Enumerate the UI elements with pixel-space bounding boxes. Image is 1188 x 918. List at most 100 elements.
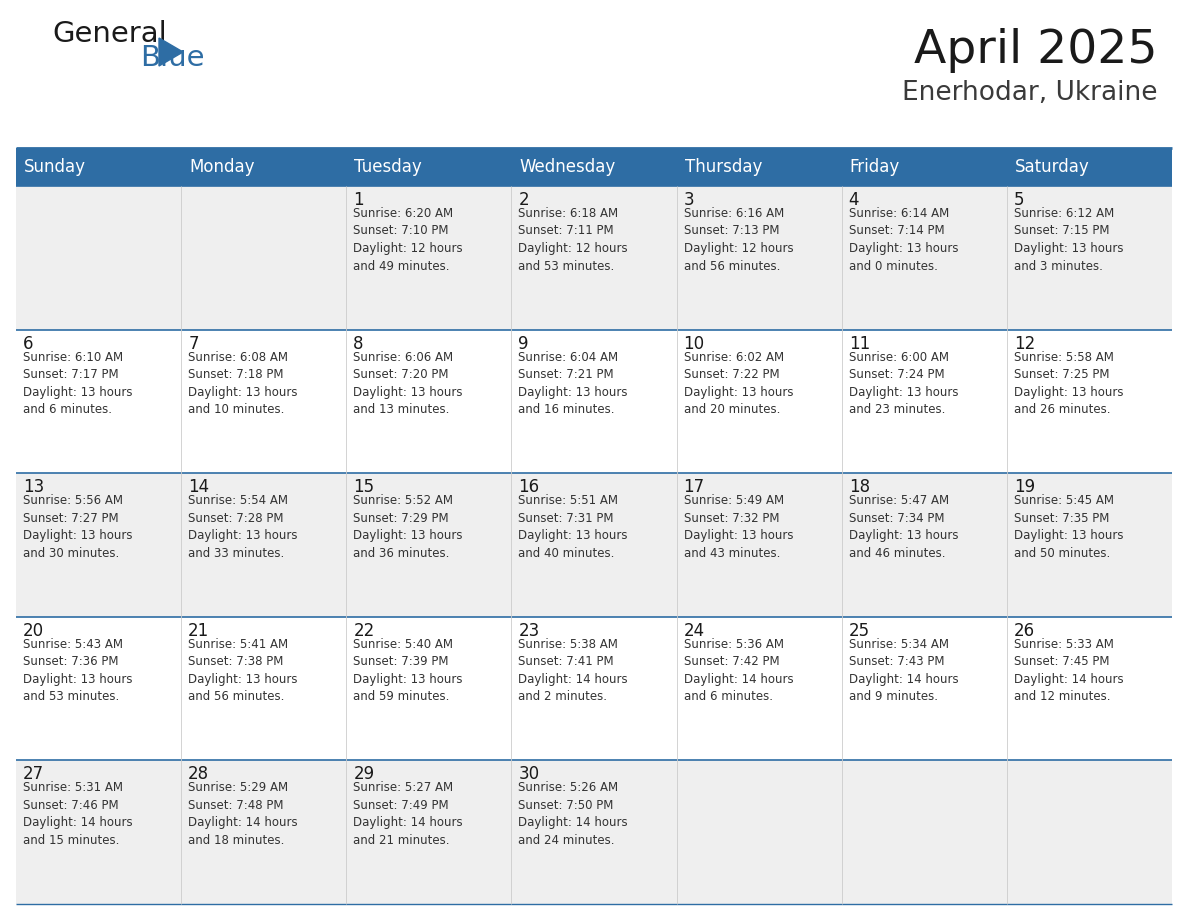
Text: 18: 18 bbox=[848, 478, 870, 497]
Bar bbox=[15, 330, 181, 473]
Text: Thursday: Thursday bbox=[684, 158, 762, 176]
Text: Enerhodar, Ukraine: Enerhodar, Ukraine bbox=[903, 80, 1158, 106]
Text: Sunrise: 5:36 AM
Sunset: 7:42 PM
Daylight: 14 hours
and 6 minutes.: Sunrise: 5:36 AM Sunset: 7:42 PM Dayligh… bbox=[683, 638, 794, 703]
Text: Monday: Monday bbox=[189, 158, 254, 176]
Text: Blue: Blue bbox=[140, 44, 204, 72]
Bar bbox=[346, 186, 511, 330]
Bar bbox=[15, 760, 181, 904]
Text: Sunrise: 5:26 AM
Sunset: 7:50 PM
Daylight: 14 hours
and 24 minutes.: Sunrise: 5:26 AM Sunset: 7:50 PM Dayligh… bbox=[518, 781, 628, 847]
Text: Sunrise: 5:34 AM
Sunset: 7:43 PM
Daylight: 14 hours
and 9 minutes.: Sunrise: 5:34 AM Sunset: 7:43 PM Dayligh… bbox=[848, 638, 959, 703]
Text: 16: 16 bbox=[518, 478, 539, 497]
Bar bbox=[346, 617, 511, 760]
Bar bbox=[15, 617, 181, 760]
Bar bbox=[15, 473, 181, 617]
Text: Sunrise: 5:38 AM
Sunset: 7:41 PM
Daylight: 14 hours
and 2 minutes.: Sunrise: 5:38 AM Sunset: 7:41 PM Dayligh… bbox=[518, 638, 628, 703]
Text: 24: 24 bbox=[683, 621, 704, 640]
Text: 19: 19 bbox=[1013, 478, 1035, 497]
Text: Sunrise: 6:18 AM
Sunset: 7:11 PM
Daylight: 12 hours
and 53 minutes.: Sunrise: 6:18 AM Sunset: 7:11 PM Dayligh… bbox=[518, 207, 628, 273]
Text: 15: 15 bbox=[353, 478, 374, 497]
Text: Sunrise: 5:43 AM
Sunset: 7:36 PM
Daylight: 13 hours
and 53 minutes.: Sunrise: 5:43 AM Sunset: 7:36 PM Dayligh… bbox=[23, 638, 133, 703]
Bar bbox=[181, 617, 346, 760]
Text: Sunrise: 5:51 AM
Sunset: 7:31 PM
Daylight: 13 hours
and 40 minutes.: Sunrise: 5:51 AM Sunset: 7:31 PM Dayligh… bbox=[518, 494, 628, 560]
Text: Sunrise: 5:47 AM
Sunset: 7:34 PM
Daylight: 13 hours
and 46 minutes.: Sunrise: 5:47 AM Sunset: 7:34 PM Dayligh… bbox=[848, 494, 959, 560]
Bar bbox=[346, 330, 511, 473]
Text: Wednesday: Wednesday bbox=[519, 158, 615, 176]
Bar bbox=[181, 473, 346, 617]
Text: Sunrise: 5:29 AM
Sunset: 7:48 PM
Daylight: 14 hours
and 18 minutes.: Sunrise: 5:29 AM Sunset: 7:48 PM Dayligh… bbox=[188, 781, 298, 847]
Text: Sunrise: 6:20 AM
Sunset: 7:10 PM
Daylight: 12 hours
and 49 minutes.: Sunrise: 6:20 AM Sunset: 7:10 PM Dayligh… bbox=[353, 207, 463, 273]
Text: Sunrise: 5:49 AM
Sunset: 7:32 PM
Daylight: 13 hours
and 43 minutes.: Sunrise: 5:49 AM Sunset: 7:32 PM Dayligh… bbox=[683, 494, 794, 560]
Text: 21: 21 bbox=[188, 621, 209, 640]
Text: 2: 2 bbox=[518, 191, 529, 209]
Text: Sunrise: 6:12 AM
Sunset: 7:15 PM
Daylight: 13 hours
and 3 minutes.: Sunrise: 6:12 AM Sunset: 7:15 PM Dayligh… bbox=[1013, 207, 1124, 273]
Bar bbox=[1007, 760, 1173, 904]
Text: 9: 9 bbox=[518, 334, 529, 353]
Text: 28: 28 bbox=[188, 766, 209, 783]
Bar bbox=[1007, 617, 1173, 760]
Text: Sunrise: 5:56 AM
Sunset: 7:27 PM
Daylight: 13 hours
and 30 minutes.: Sunrise: 5:56 AM Sunset: 7:27 PM Dayligh… bbox=[23, 494, 133, 560]
Text: 3: 3 bbox=[683, 191, 694, 209]
Bar bbox=[1007, 148, 1173, 186]
Text: 8: 8 bbox=[353, 334, 364, 353]
Bar bbox=[346, 473, 511, 617]
Text: Sunrise: 6:00 AM
Sunset: 7:24 PM
Daylight: 13 hours
and 23 minutes.: Sunrise: 6:00 AM Sunset: 7:24 PM Dayligh… bbox=[848, 351, 959, 416]
Text: Sunrise: 5:41 AM
Sunset: 7:38 PM
Daylight: 13 hours
and 56 minutes.: Sunrise: 5:41 AM Sunset: 7:38 PM Dayligh… bbox=[188, 638, 298, 703]
Text: Saturday: Saturday bbox=[1015, 158, 1089, 176]
Bar bbox=[677, 148, 842, 186]
Text: 4: 4 bbox=[848, 191, 859, 209]
Bar bbox=[511, 148, 677, 186]
Bar bbox=[181, 148, 346, 186]
Bar bbox=[677, 760, 842, 904]
Bar bbox=[15, 186, 181, 330]
Bar bbox=[511, 760, 677, 904]
Text: 7: 7 bbox=[188, 334, 198, 353]
Bar bbox=[511, 473, 677, 617]
Text: Sunrise: 5:45 AM
Sunset: 7:35 PM
Daylight: 13 hours
and 50 minutes.: Sunrise: 5:45 AM Sunset: 7:35 PM Dayligh… bbox=[1013, 494, 1124, 560]
Bar bbox=[842, 330, 1007, 473]
Bar bbox=[677, 473, 842, 617]
Bar bbox=[346, 148, 511, 186]
Text: Sunrise: 5:27 AM
Sunset: 7:49 PM
Daylight: 14 hours
and 21 minutes.: Sunrise: 5:27 AM Sunset: 7:49 PM Dayligh… bbox=[353, 781, 463, 847]
Text: 26: 26 bbox=[1013, 621, 1035, 640]
Text: 14: 14 bbox=[188, 478, 209, 497]
Bar bbox=[511, 330, 677, 473]
Bar bbox=[181, 186, 346, 330]
Text: Sunrise: 6:08 AM
Sunset: 7:18 PM
Daylight: 13 hours
and 10 minutes.: Sunrise: 6:08 AM Sunset: 7:18 PM Dayligh… bbox=[188, 351, 298, 416]
Text: Tuesday: Tuesday bbox=[354, 158, 422, 176]
Text: Sunday: Sunday bbox=[24, 158, 86, 176]
Text: Sunrise: 6:04 AM
Sunset: 7:21 PM
Daylight: 13 hours
and 16 minutes.: Sunrise: 6:04 AM Sunset: 7:21 PM Dayligh… bbox=[518, 351, 628, 416]
Text: 10: 10 bbox=[683, 334, 704, 353]
Bar bbox=[511, 186, 677, 330]
Text: 12: 12 bbox=[1013, 334, 1035, 353]
Text: Sunrise: 5:58 AM
Sunset: 7:25 PM
Daylight: 13 hours
and 26 minutes.: Sunrise: 5:58 AM Sunset: 7:25 PM Dayligh… bbox=[1013, 351, 1124, 416]
Text: Sunrise: 5:54 AM
Sunset: 7:28 PM
Daylight: 13 hours
and 33 minutes.: Sunrise: 5:54 AM Sunset: 7:28 PM Dayligh… bbox=[188, 494, 298, 560]
Text: Sunrise: 5:31 AM
Sunset: 7:46 PM
Daylight: 14 hours
and 15 minutes.: Sunrise: 5:31 AM Sunset: 7:46 PM Dayligh… bbox=[23, 781, 133, 847]
Text: 5: 5 bbox=[1013, 191, 1024, 209]
Bar bbox=[842, 617, 1007, 760]
Bar bbox=[677, 330, 842, 473]
Text: Sunrise: 6:14 AM
Sunset: 7:14 PM
Daylight: 13 hours
and 0 minutes.: Sunrise: 6:14 AM Sunset: 7:14 PM Dayligh… bbox=[848, 207, 959, 273]
Text: 17: 17 bbox=[683, 478, 704, 497]
Text: 29: 29 bbox=[353, 766, 374, 783]
Text: 1: 1 bbox=[353, 191, 364, 209]
Bar bbox=[181, 330, 346, 473]
Text: 11: 11 bbox=[848, 334, 870, 353]
Bar bbox=[15, 148, 181, 186]
Bar bbox=[1007, 473, 1173, 617]
Text: April 2025: April 2025 bbox=[915, 28, 1158, 73]
Text: 20: 20 bbox=[23, 621, 44, 640]
Bar bbox=[677, 617, 842, 760]
Text: Sunrise: 5:52 AM
Sunset: 7:29 PM
Daylight: 13 hours
and 36 minutes.: Sunrise: 5:52 AM Sunset: 7:29 PM Dayligh… bbox=[353, 494, 463, 560]
Bar bbox=[511, 617, 677, 760]
Text: Sunrise: 5:33 AM
Sunset: 7:45 PM
Daylight: 14 hours
and 12 minutes.: Sunrise: 5:33 AM Sunset: 7:45 PM Dayligh… bbox=[1013, 638, 1124, 703]
Bar bbox=[346, 760, 511, 904]
Bar bbox=[842, 148, 1007, 186]
Text: Friday: Friday bbox=[849, 158, 901, 176]
Text: 30: 30 bbox=[518, 766, 539, 783]
Bar bbox=[677, 186, 842, 330]
Bar bbox=[1007, 186, 1173, 330]
Text: 25: 25 bbox=[848, 621, 870, 640]
Bar bbox=[842, 473, 1007, 617]
Text: 13: 13 bbox=[23, 478, 44, 497]
Text: 23: 23 bbox=[518, 621, 539, 640]
